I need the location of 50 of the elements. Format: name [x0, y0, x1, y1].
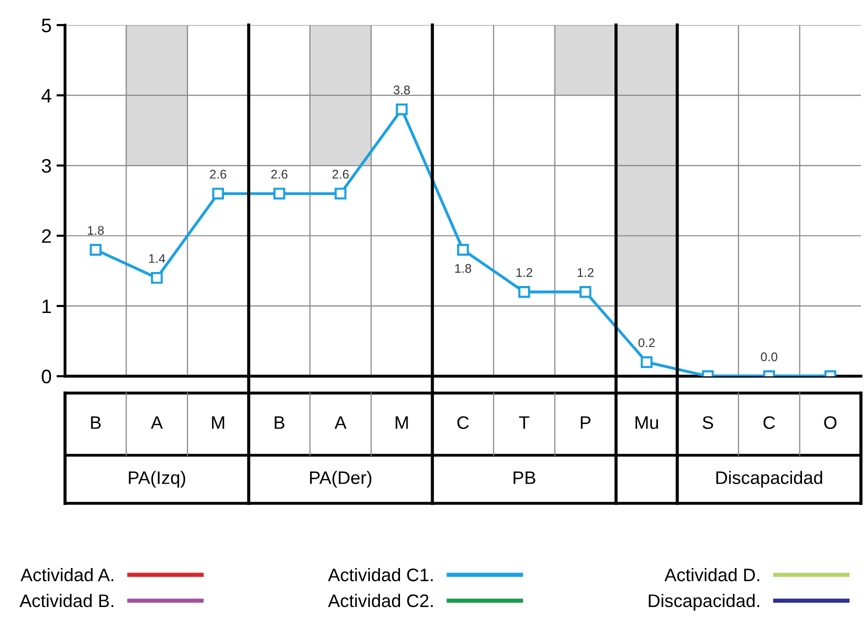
- legend-label: Actividad D.: [664, 568, 760, 582]
- data-label: 3.8: [394, 86, 410, 94]
- point: [457, 244, 469, 256]
- x-tick-label: P: [580, 416, 590, 429]
- legend-label: Actividad B.: [20, 594, 114, 608]
- y-tick-label: 0: [42, 370, 52, 384]
- x-tick-label: B: [274, 416, 284, 429]
- point: [273, 188, 286, 200]
- x-tick-label: C: [457, 416, 469, 429]
- data-label: 2.6: [332, 170, 349, 179]
- point: [212, 188, 224, 200]
- point: [150, 272, 163, 284]
- data-label: 1.2: [578, 268, 594, 277]
- text: PA(Izq): [128, 470, 186, 488]
- text: PB: [514, 472, 536, 484]
- y-tick-label: 1: [42, 300, 51, 314]
- x-tick-label: Mu: [636, 416, 658, 429]
- data-label: 1.8: [88, 226, 104, 235]
- point: [396, 103, 408, 116]
- legend-label: Actividad A.: [20, 568, 114, 582]
- point: [334, 188, 346, 200]
- legend-label: Discapacidad.: [648, 594, 760, 611]
- data-label: 2.6: [271, 170, 288, 179]
- point: [90, 244, 102, 256]
- x-tick-label: T: [519, 416, 530, 429]
- legend-label: Actividad C2.: [328, 594, 433, 608]
- x-tick-label: M: [396, 416, 408, 429]
- text: PA(Der): [310, 470, 372, 488]
- y-tick-label: 2: [42, 229, 51, 243]
- text: Discapacidad: [716, 470, 822, 488]
- y-tick-label: 5: [42, 18, 52, 32]
- legend-label: Actividad C1.: [328, 568, 433, 582]
- x-tick-label: B: [91, 416, 101, 429]
- point: [580, 286, 592, 298]
- y-tick-label: 3: [42, 158, 51, 173]
- data-label: 1.2: [516, 268, 532, 277]
- x-tick-label: M: [212, 416, 224, 429]
- x-tick-label: C: [763, 416, 775, 429]
- point: [518, 286, 530, 298]
- x-tick-label: S: [702, 416, 714, 429]
- x-tick-label: A: [150, 416, 163, 429]
- data-label: 0.2: [638, 338, 655, 348]
- data-label: 1.4: [149, 254, 166, 263]
- data-label: 2.6: [210, 170, 226, 179]
- data-label: 1.8: [455, 264, 472, 273]
- x-tick-label: O: [824, 416, 836, 429]
- point: [640, 356, 653, 368]
- x-tick-label: A: [334, 416, 347, 429]
- y-tick-label: 4: [41, 88, 52, 102]
- data-label: 0.0: [760, 352, 778, 362]
